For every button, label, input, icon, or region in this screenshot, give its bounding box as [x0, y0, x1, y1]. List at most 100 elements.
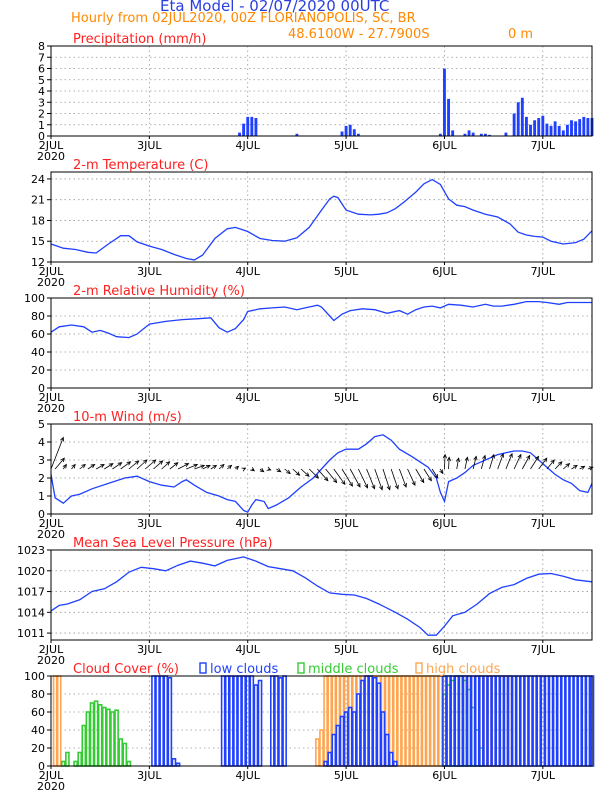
wind-line — [50, 434, 593, 514]
y-tick-label: 1 — [38, 119, 45, 132]
precip-bar — [479, 133, 483, 136]
cloud-bar-middle — [110, 711, 115, 767]
wind-arrow-head — [241, 467, 247, 472]
wind-arrow — [128, 460, 139, 470]
y-tick-label: 100 — [24, 670, 45, 683]
y-tick-label: 40 — [31, 346, 45, 359]
wind-arrow — [366, 468, 375, 489]
x-tick-year: 2020 — [37, 528, 65, 541]
wind-arrow-head — [173, 462, 179, 467]
wind-arrow — [325, 468, 337, 483]
x-tick-label: 4JUL — [236, 517, 261, 530]
wind-arrow-head — [62, 463, 67, 469]
y-tick-label: 0 — [38, 508, 45, 521]
precip-bar — [516, 102, 520, 136]
wind-arrow-head — [151, 459, 157, 464]
wind-arrow-head — [117, 462, 123, 467]
precip-bar — [340, 131, 344, 136]
cloud-bar-low — [524, 675, 529, 767]
wind-arrow-head — [557, 461, 563, 466]
wind-title: 10-m Wind (m/s) — [73, 410, 182, 425]
wind-arrow-head — [534, 455, 540, 461]
wind-arrow — [398, 468, 407, 488]
y-tick-label: 20 — [31, 742, 45, 755]
y-tick-label: 5 — [38, 418, 45, 431]
cloud-bar-high — [401, 675, 406, 767]
cloud-bar-high — [52, 675, 58, 767]
temperature-title: 2-m Temperature (C) — [73, 158, 208, 173]
wind-arrow-head — [234, 465, 240, 471]
wind-arrow — [456, 458, 459, 470]
precip-bar — [524, 116, 528, 136]
precip-bar — [246, 116, 250, 136]
wind-arrow — [349, 468, 361, 488]
wind-arrow — [169, 462, 179, 470]
cloud-bar-low — [384, 733, 390, 767]
cloud-bar-low — [585, 675, 591, 767]
wind-arrow-head — [517, 453, 522, 459]
cloud-bar-low — [282, 675, 287, 767]
wind-arrow-head — [455, 457, 461, 463]
x-tick-label: 2JUL — [39, 643, 64, 656]
wind-arrow — [538, 457, 548, 470]
cloud-bar-low — [253, 684, 259, 767]
cloud-bar-low — [228, 675, 234, 767]
cloud-bar-middle — [106, 708, 111, 767]
x-tick-label: 7JUL — [531, 265, 556, 278]
cloud-bar-low — [519, 675, 525, 767]
cloud-bar-low — [327, 751, 333, 767]
wind-arrow — [431, 468, 439, 479]
precip-bar — [533, 120, 537, 136]
precip-bar — [295, 133, 299, 136]
y-tick-label: 7 — [38, 51, 45, 64]
cloud-bar-low — [171, 757, 177, 767]
x-tick-label: 6JUL — [432, 643, 457, 656]
wind-arrow-head — [573, 464, 578, 470]
cloud-bar-low — [233, 675, 238, 767]
wind-arrow-head — [482, 454, 487, 460]
cloud-bar-low — [507, 675, 513, 767]
y-tick-label: 0 — [38, 130, 45, 143]
precip-bar — [250, 116, 254, 136]
x-tick-label: 7JUL — [531, 139, 556, 152]
cloud-bar-low — [511, 675, 517, 767]
cloud-bar-high — [397, 675, 402, 767]
precip-bar — [578, 119, 582, 136]
cloud-bar-high — [409, 675, 415, 767]
y-tick-label: 4 — [38, 85, 45, 98]
cloud-bar-low — [159, 675, 164, 767]
x-tick-label: 5JUL — [334, 517, 359, 530]
cloud-bar-low — [347, 706, 353, 767]
cloud-bar-middle — [118, 738, 124, 767]
wind-arrow-head — [60, 457, 65, 463]
wind-arrow — [194, 465, 205, 470]
y-tick-label: 8 — [38, 40, 45, 53]
precip-bar — [570, 120, 573, 136]
precip-bar — [344, 125, 348, 136]
plot-frame — [50, 675, 593, 767]
precip-bar — [512, 113, 516, 136]
cloud-bar-high — [433, 675, 439, 767]
wind-arrow-head — [588, 466, 594, 471]
legend-swatch-middle — [297, 662, 305, 674]
wind-arrow — [546, 459, 555, 470]
cloud-bar-low — [491, 675, 496, 767]
cloud-bar-high — [56, 675, 62, 767]
cloud-bar-low — [552, 675, 558, 767]
wind-arrow — [497, 453, 504, 470]
wind-arrow-head — [371, 484, 376, 490]
cloud-bar-low — [581, 675, 587, 767]
x-tick-label: 2JUL — [39, 265, 64, 278]
wind-arrow — [95, 464, 105, 470]
cloud-bar-low — [351, 711, 357, 767]
wind-arrow — [87, 464, 95, 470]
x-tick-label: 3JUL — [137, 769, 162, 782]
y-tick-label: 2 — [38, 108, 45, 121]
precip-bar — [451, 130, 455, 136]
x-tick-label: 3JUL — [137, 643, 162, 656]
plot-frame — [50, 297, 593, 389]
x-tick-label: 6JUL — [432, 391, 457, 404]
plot-frame — [50, 549, 593, 641]
wind-arrow — [390, 468, 399, 489]
x-tick-label: 5JUL — [334, 769, 359, 782]
